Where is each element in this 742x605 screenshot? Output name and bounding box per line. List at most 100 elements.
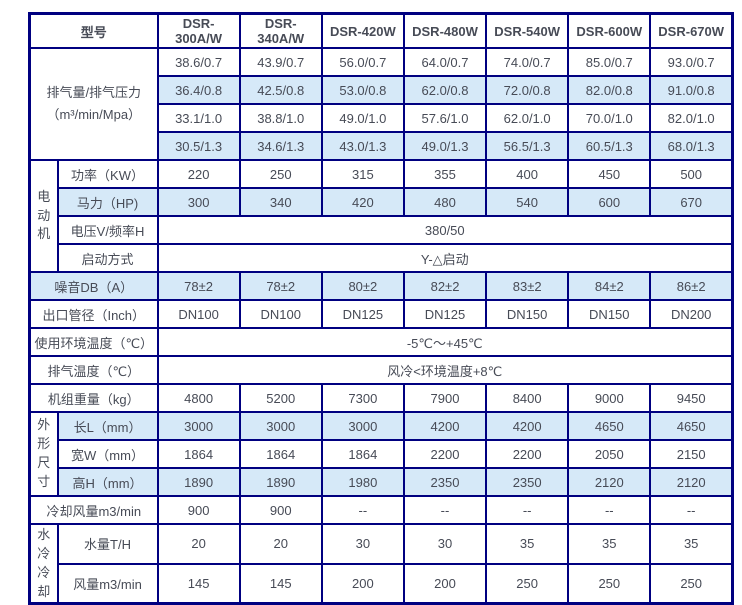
merged-value: -5℃～+45℃ — [156, 327, 734, 357]
spec-value: 82.0/1.0 — [649, 103, 734, 133]
spec-value: 4650 — [649, 411, 734, 441]
spec-value: 43.0/1.3 — [320, 131, 405, 161]
water-cooling-group-label: 水冷冷却 — [28, 523, 59, 605]
spec-label: 长L（mm） — [56, 411, 159, 441]
spec-label: 功率（KW） — [56, 159, 159, 189]
spec-value: 49.0/1.3 — [402, 131, 488, 161]
model-column-header: DSR-340A/W — [238, 12, 323, 49]
spec-value: 145 — [238, 562, 323, 605]
spec-value: 60.5/1.3 — [567, 131, 652, 161]
spec-value: DN150 — [485, 299, 570, 329]
motor-start-row: 启动方式 Y-△启动 — [30, 243, 734, 273]
spec-value: 9450 — [649, 383, 734, 413]
dim-length-row: 外形尺寸 长L（mm） 3000 3000 3000 4200 4200 465… — [28, 411, 734, 497]
spec-value: 600 — [567, 187, 652, 217]
dimensions-group-label: 外形尺寸 — [28, 411, 59, 497]
spec-value: 42.5/0.8 — [238, 75, 323, 105]
spec-value: 400 — [485, 159, 570, 189]
spec-value: 250 — [649, 562, 734, 605]
spec-value: 250 — [485, 562, 570, 605]
dim-width-row: 宽W（mm） 1864 1864 1864 2200 2200 2050 215… — [30, 439, 734, 469]
spec-value: -- — [485, 495, 570, 525]
spec-value: 4200 — [402, 411, 488, 441]
ambient-temp-row: 使用环境温度（℃） -5℃～+45℃ — [28, 327, 734, 357]
spec-value: 5200 — [238, 383, 323, 413]
spec-value: 49.0/1.0 — [320, 103, 405, 133]
spec-value: 355 — [402, 159, 488, 189]
model-column-header: DSR-670W — [649, 12, 734, 49]
spec-value: 35 — [649, 523, 734, 565]
spec-value: 2200 — [485, 439, 570, 469]
spec-value: 2200 — [402, 439, 488, 469]
spec-label: 机组重量（kg） — [28, 383, 159, 413]
spec-value: 93.0/0.7 — [649, 47, 734, 77]
spec-label: 出口管径（Inch） — [28, 299, 159, 329]
exhaust-row-label: 排气量/排气压力 （m³/min/Mpa） — [28, 47, 159, 161]
spec-value: 315 — [320, 159, 405, 189]
spec-label: 宽W（mm） — [56, 439, 159, 469]
spec-value: 2120 — [649, 467, 734, 497]
spec-value: DN125 — [402, 299, 488, 329]
model-column-header: DSR-300A/W — [156, 12, 241, 49]
spec-value: 1890 — [238, 467, 323, 497]
spec-value: 500 — [649, 159, 734, 189]
spec-value: 540 — [485, 187, 570, 217]
motor-group-label: 电动机 — [28, 159, 59, 273]
spec-value: 84±2 — [567, 271, 652, 301]
spec-value: 250 — [567, 562, 652, 605]
spec-value: 2150 — [649, 439, 734, 469]
weight-row: 机组重量（kg） 4800 5200 7300 7900 8400 9000 9… — [28, 383, 734, 413]
spec-label: 启动方式 — [56, 243, 159, 273]
motor-voltage-row: 电压V/频率H 380/50 — [30, 215, 734, 245]
spec-value: DN100 — [156, 299, 241, 329]
spec-value: 200 — [320, 562, 405, 605]
merged-value: 380/50 — [156, 215, 734, 245]
spec-value: 2050 — [567, 439, 652, 469]
spec-value: 86±2 — [649, 271, 734, 301]
water-air-volume-row: 风量m3/min 145 145 200 200 250 250 250 — [30, 562, 734, 605]
model-row-label: 型号 — [28, 12, 159, 49]
exhaust-label-unit: （m³/min/Mpa） — [46, 107, 142, 122]
spec-value: 82±2 — [402, 271, 488, 301]
spec-value: 340 — [238, 187, 323, 217]
spec-value: 34.6/1.3 — [238, 131, 323, 161]
page: 型号 DSR-300A/W DSR-340A/W DSR-420W DSR-48… — [28, 12, 734, 605]
spec-value: 78±2 — [238, 271, 323, 301]
spec-value: 56.5/1.3 — [485, 131, 570, 161]
spec-value: 91.0/0.8 — [649, 75, 734, 105]
spec-label: 水量T/H — [56, 523, 159, 565]
compressor-spec-table: 型号 DSR-300A/W DSR-340A/W DSR-420W DSR-48… — [28, 12, 734, 605]
spec-value: 1890 — [156, 467, 241, 497]
spec-value: 4800 — [156, 383, 241, 413]
spec-value: 4650 — [567, 411, 652, 441]
spec-value: 30 — [402, 523, 488, 565]
spec-value: 20 — [156, 523, 241, 565]
spec-value: 74.0/0.7 — [485, 47, 570, 77]
exhaust-row-3: 33.1/1.0 38.8/1.0 49.0/1.0 57.6/1.0 62.0… — [30, 103, 734, 133]
spec-value: -- — [567, 495, 652, 525]
spec-value: 4200 — [485, 411, 570, 441]
spec-label: 噪音DB（A） — [28, 271, 159, 301]
spec-value: DN100 — [238, 299, 323, 329]
spec-value: 420 — [320, 187, 405, 217]
water-volume-row: 水冷冷却 水量T/H 20 20 30 30 35 35 35 — [28, 523, 734, 605]
spec-value: 2350 — [485, 467, 570, 497]
exhaust-temp-row: 排气温度（℃） 风冷<环境温度+8℃ — [28, 355, 734, 385]
spec-value: 30 — [320, 523, 405, 565]
spec-value: 145 — [156, 562, 241, 605]
spec-value: 7900 — [402, 383, 488, 413]
spec-value: 2350 — [402, 467, 488, 497]
outlet-row: 出口管径（Inch） DN100 DN100 DN125 DN125 DN150… — [28, 299, 734, 329]
spec-value: 82.0/0.8 — [567, 75, 652, 105]
spec-value: 900 — [238, 495, 323, 525]
exhaust-row-4: 30.5/1.3 34.6/1.3 43.0/1.3 49.0/1.3 56.5… — [30, 131, 734, 161]
spec-label: 马力（HP) — [56, 187, 159, 217]
spec-label: 高H（mm） — [56, 467, 159, 497]
spec-value: 250 — [238, 159, 323, 189]
spec-value: 480 — [402, 187, 488, 217]
header-row: 型号 DSR-300A/W DSR-340A/W DSR-420W DSR-48… — [28, 12, 734, 49]
spec-value: 57.6/1.0 — [402, 103, 488, 133]
spec-value: 62.0/1.0 — [485, 103, 570, 133]
spec-value: 1864 — [156, 439, 241, 469]
spec-label: 风量m3/min — [56, 562, 159, 605]
